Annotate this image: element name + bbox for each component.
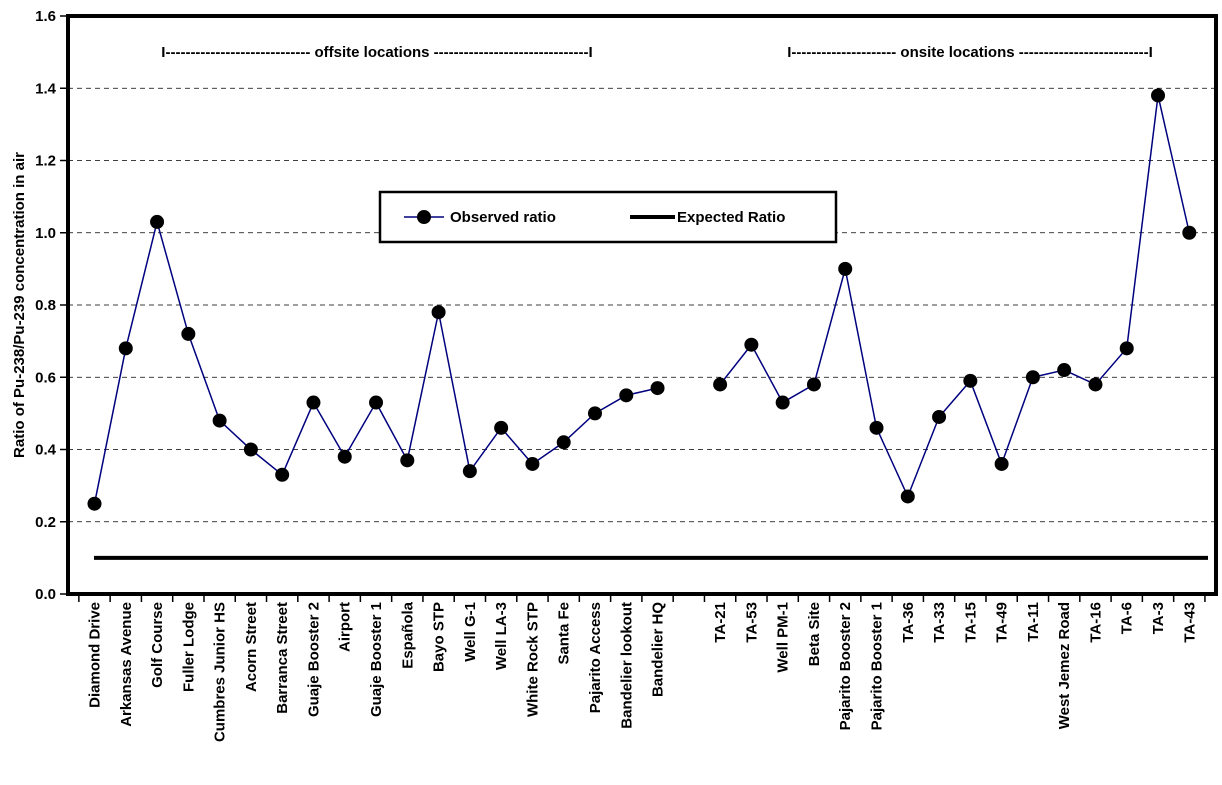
observed-ratio-point [963, 373, 978, 388]
x-tick-label: Fuller Lodge [180, 602, 197, 692]
x-tick-label: TA-49 [994, 602, 1011, 643]
observed-ratio-point [150, 214, 165, 229]
observed-ratio-point [118, 341, 133, 356]
x-tick-label: West Jemez Road [1056, 602, 1073, 729]
x-tick-label: TA-6 [1119, 602, 1136, 634]
y-axis-title: Ratio of Pu-238/Pu-239 concentration in … [11, 152, 28, 458]
legend-observed-marker [417, 210, 431, 224]
observed-ratio-point [1025, 370, 1040, 385]
y-tick-label: 0.0 [35, 586, 56, 603]
y-tick-label: 0.2 [35, 514, 56, 531]
y-tick-label: 0.8 [35, 297, 56, 314]
observed-ratio-point [462, 464, 477, 479]
observed-ratio-point [744, 337, 759, 352]
x-tick-label: TA-53 [743, 602, 760, 643]
observed-ratio-point [212, 413, 227, 428]
x-tick-label: TA-15 [962, 602, 979, 643]
observed-ratio-point [1057, 363, 1072, 378]
x-tick-label: Golf Course [149, 602, 166, 688]
x-tick-label: Bayo STP [431, 602, 448, 672]
observed-ratio-point [806, 377, 821, 392]
observed-ratio-point [869, 420, 884, 435]
observed-ratio-point [932, 409, 947, 424]
observed-ratio-point [556, 435, 571, 450]
x-tick-label: Well PM-1 [775, 602, 792, 673]
observed-ratio-point [587, 406, 602, 421]
x-tick-label: Española [399, 601, 416, 668]
legend: Observed ratio Expected Ratio [378, 190, 838, 244]
legend-expected-label: Expected Ratio [677, 209, 785, 226]
x-tick-label: Pajarito Access [587, 602, 604, 713]
observed-ratio-point [650, 381, 665, 396]
observed-ratio-point [713, 377, 728, 392]
x-tick-label: Acorn Street [243, 602, 260, 692]
observed-ratio-point [525, 456, 540, 471]
observed-ratio-point [369, 395, 384, 410]
x-tick-label: Arkansas Avenue [118, 602, 135, 727]
x-tick-label: Guaje Booster 1 [368, 602, 385, 717]
observed-ratio-point [1088, 377, 1103, 392]
y-tick-label: 1.6 [35, 8, 56, 25]
observed-ratio-point [181, 326, 196, 341]
y-tick-label: 0.4 [35, 442, 57, 459]
observed-ratio-point [619, 388, 634, 403]
x-tick-label: TA-16 [1087, 602, 1104, 643]
x-tick-label: TA-3 [1150, 602, 1167, 634]
observed-ratio-point [400, 453, 415, 468]
x-tick-label: Pajarito Booster 1 [869, 602, 886, 730]
x-tick-label: TA-43 [1181, 602, 1198, 643]
y-tick-label: 0.6 [35, 369, 56, 386]
x-tick-label: Santa Fe [556, 602, 573, 665]
y-tick-label: 1.0 [35, 225, 56, 242]
observed-ratio-point [1182, 225, 1197, 240]
x-tick-label: Pajarito Booster 2 [837, 602, 854, 730]
observed-ratio-point [900, 489, 915, 504]
y-tick-label: 1.2 [35, 153, 56, 170]
observed-ratio-point [775, 395, 790, 410]
x-tick-label: TA-11 [1025, 602, 1042, 642]
observed-ratio-point [306, 395, 321, 410]
y-axis-ticks: 0.0 0.2 0.4 0.6 0.8 1.0 1.2 1.4 1.6 [35, 8, 68, 603]
x-axis-ticks: Diamond Drive Arkansas Avenue Golf Course F… [78, 594, 1206, 742]
x-tick-label: Barranca Street [274, 602, 291, 714]
observed-ratio-point [994, 456, 1009, 471]
x-tick-label: Well LA-3 [493, 602, 510, 670]
x-tick-label: TA-36 [900, 602, 917, 643]
observed-ratio-point [1119, 341, 1134, 356]
legend-observed-label: Observed ratio [450, 209, 556, 226]
observed-ratio-point [337, 449, 352, 464]
x-tick-label: TA-21 [712, 602, 729, 643]
gridlines [68, 87, 1216, 523]
observed-ratio-line [719, 95, 1191, 499]
x-tick-label: Diamond Drive [87, 602, 104, 708]
observed-ratio-point [87, 496, 102, 511]
x-tick-label: Bandelier lookout [618, 602, 635, 729]
group-label-onsite: I--------------------- onsite locations … [787, 44, 1153, 61]
series-observed-ratio [87, 88, 1197, 511]
x-tick-label: White Rock STP [524, 602, 541, 717]
observed-ratio-point [494, 420, 509, 435]
x-tick-label: TA-33 [931, 602, 948, 643]
observed-ratio-point [838, 261, 853, 276]
observed-ratio-point [431, 305, 446, 320]
x-tick-label: Cumbres Junior HS [212, 602, 229, 742]
observed-ratio-point [243, 442, 258, 457]
observed-ratio-line [93, 218, 658, 504]
x-tick-label: Airport [337, 602, 354, 652]
x-tick-label: Well G-1 [462, 602, 479, 662]
x-tick-label: Bandelier HQ [650, 602, 667, 697]
group-label-offsite: I----------------------------- offsite l… [161, 44, 592, 61]
legend-box [378, 190, 838, 244]
y-tick-label: 1.4 [35, 80, 57, 97]
observed-ratio-point [1151, 88, 1166, 103]
observed-ratio-point [275, 467, 290, 482]
x-tick-label: Guaje Booster 2 [305, 602, 322, 717]
x-tick-label: Beta Site [806, 602, 823, 666]
